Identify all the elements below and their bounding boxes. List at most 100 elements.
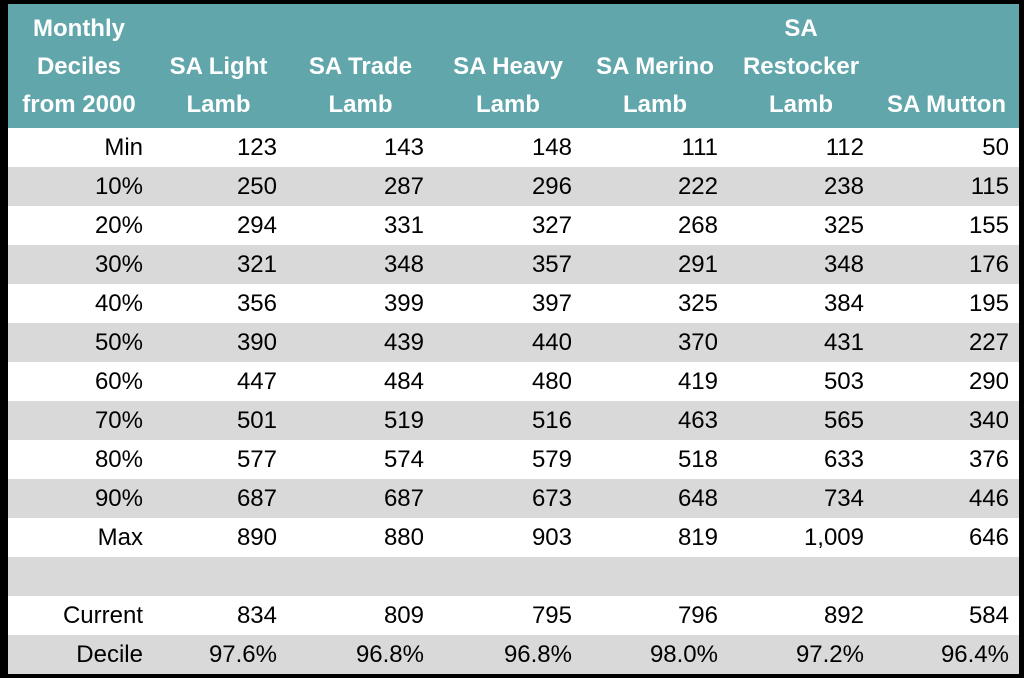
table-row-decile: Decile 97.6% 96.8% 96.8% 98.0% 97.2% 96.… bbox=[8, 635, 1019, 674]
data-cell: 903 bbox=[434, 518, 582, 557]
data-cell: 97.6% bbox=[150, 635, 287, 674]
data-cell: 574 bbox=[287, 440, 434, 479]
row-label: 30% bbox=[8, 245, 150, 284]
row-label: 60% bbox=[8, 362, 150, 401]
data-cell bbox=[150, 557, 287, 596]
data-cell: 446 bbox=[874, 479, 1019, 518]
row-label: 50% bbox=[8, 323, 150, 362]
data-cell: 584 bbox=[874, 596, 1019, 635]
data-cell: 123 bbox=[150, 128, 287, 167]
data-cell: 687 bbox=[150, 479, 287, 518]
row-label: 20% bbox=[8, 206, 150, 245]
data-cell: 673 bbox=[434, 479, 582, 518]
data-cell: 321 bbox=[150, 245, 287, 284]
data-cell: 834 bbox=[150, 596, 287, 635]
table-row-current: Current 834 809 795 796 892 584 bbox=[8, 596, 1019, 635]
data-cell: 348 bbox=[287, 245, 434, 284]
data-cell: 357 bbox=[434, 245, 582, 284]
data-cell: 148 bbox=[434, 128, 582, 167]
data-cell: 646 bbox=[874, 518, 1019, 557]
data-cell: 734 bbox=[728, 479, 874, 518]
data-cell: 399 bbox=[287, 284, 434, 323]
data-cell: 290 bbox=[874, 362, 1019, 401]
column-header-sa-merino-lamb: SA Merino Lamb bbox=[582, 4, 728, 128]
data-cell: 519 bbox=[287, 401, 434, 440]
data-cell: 291 bbox=[582, 245, 728, 284]
data-cell: 176 bbox=[874, 245, 1019, 284]
data-cell: 890 bbox=[150, 518, 287, 557]
data-cell: 356 bbox=[150, 284, 287, 323]
data-cell: 155 bbox=[874, 206, 1019, 245]
column-header-sa-restocker-lamb: SA Restocker Lamb bbox=[728, 4, 874, 128]
data-cell bbox=[582, 557, 728, 596]
table-row-10pct: 10% 250 287 296 222 238 115 bbox=[8, 167, 1019, 206]
data-cell: 484 bbox=[287, 362, 434, 401]
data-cell: 516 bbox=[434, 401, 582, 440]
data-cell: 331 bbox=[287, 206, 434, 245]
data-cell: 340 bbox=[874, 401, 1019, 440]
data-cell: 431 bbox=[728, 323, 874, 362]
data-cell: 397 bbox=[434, 284, 582, 323]
column-header-sa-heavy-lamb: SA Heavy Lamb bbox=[434, 4, 582, 128]
data-cell: 648 bbox=[582, 479, 728, 518]
data-cell: 565 bbox=[728, 401, 874, 440]
table-row-70pct: 70% 501 519 516 463 565 340 bbox=[8, 401, 1019, 440]
data-cell: 440 bbox=[434, 323, 582, 362]
data-cell: 287 bbox=[287, 167, 434, 206]
data-cell: 296 bbox=[434, 167, 582, 206]
table-row-90pct: 90% 687 687 673 648 734 446 bbox=[8, 479, 1019, 518]
data-cell: 325 bbox=[728, 206, 874, 245]
data-cell bbox=[728, 557, 874, 596]
data-cell: 503 bbox=[728, 362, 874, 401]
row-label: 90% bbox=[8, 479, 150, 518]
data-cell: 795 bbox=[434, 596, 582, 635]
corner-header: Monthly Deciles from 2000 bbox=[8, 4, 150, 128]
data-cell: 579 bbox=[434, 440, 582, 479]
data-cell: 97.2% bbox=[728, 635, 874, 674]
table-row-30pct: 30% 321 348 357 291 348 176 bbox=[8, 245, 1019, 284]
data-cell: 112 bbox=[728, 128, 874, 167]
data-cell: 480 bbox=[434, 362, 582, 401]
table-row-spacer bbox=[8, 557, 1019, 596]
data-cell: 370 bbox=[582, 323, 728, 362]
data-cell: 447 bbox=[150, 362, 287, 401]
data-cell: 96.4% bbox=[874, 635, 1019, 674]
data-cell: 796 bbox=[582, 596, 728, 635]
table-row-80pct: 80% 577 574 579 518 633 376 bbox=[8, 440, 1019, 479]
data-cell: 115 bbox=[874, 167, 1019, 206]
row-label: Min bbox=[8, 128, 150, 167]
data-cell: 143 bbox=[287, 128, 434, 167]
data-cell: 892 bbox=[728, 596, 874, 635]
data-cell: 294 bbox=[150, 206, 287, 245]
data-cell: 633 bbox=[728, 440, 874, 479]
data-cell: 518 bbox=[582, 440, 728, 479]
data-cell: 111 bbox=[582, 128, 728, 167]
data-cell: 222 bbox=[582, 167, 728, 206]
row-label: 10% bbox=[8, 167, 150, 206]
table-row-40pct: 40% 356 399 397 325 384 195 bbox=[8, 284, 1019, 323]
table-row-min: Min 123 143 148 111 112 50 bbox=[8, 128, 1019, 167]
data-cell bbox=[874, 557, 1019, 596]
table-row-50pct: 50% 390 439 440 370 431 227 bbox=[8, 323, 1019, 362]
data-cell: 325 bbox=[582, 284, 728, 323]
header-row: Monthly Deciles from 2000 SA Light Lamb … bbox=[8, 4, 1019, 128]
column-header-sa-mutton: SA Mutton bbox=[874, 4, 1019, 128]
data-cell: 819 bbox=[582, 518, 728, 557]
table-row-max: Max 890 880 903 819 1,009 646 bbox=[8, 518, 1019, 557]
price-deciles-table: Monthly Deciles from 2000 SA Light Lamb … bbox=[8, 4, 1019, 674]
data-cell: 687 bbox=[287, 479, 434, 518]
data-cell: 96.8% bbox=[434, 635, 582, 674]
data-cell: 268 bbox=[582, 206, 728, 245]
data-cell: 96.8% bbox=[287, 635, 434, 674]
data-cell: 376 bbox=[874, 440, 1019, 479]
row-label: 80% bbox=[8, 440, 150, 479]
data-cell: 327 bbox=[434, 206, 582, 245]
data-cell: 50 bbox=[874, 128, 1019, 167]
row-label: 40% bbox=[8, 284, 150, 323]
data-cell: 250 bbox=[150, 167, 287, 206]
data-cell: 348 bbox=[728, 245, 874, 284]
data-cell: 577 bbox=[150, 440, 287, 479]
data-cell: 195 bbox=[874, 284, 1019, 323]
row-label: Max bbox=[8, 518, 150, 557]
